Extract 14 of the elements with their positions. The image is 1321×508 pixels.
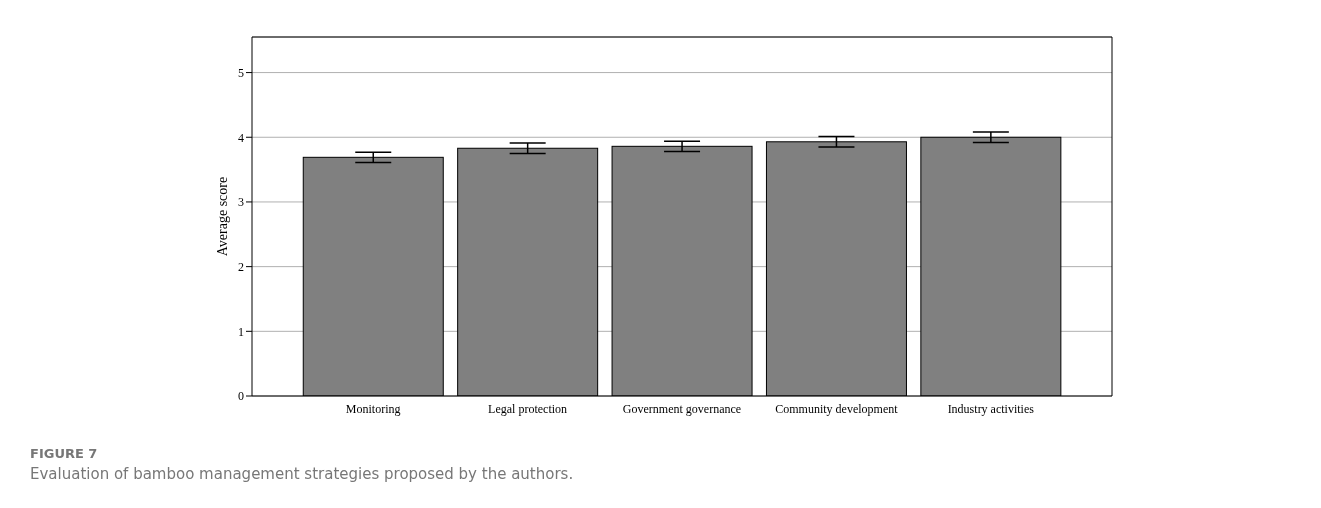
y-tick-label: 0 [238,389,244,404]
caption: FIGURE 7 [30,446,99,461]
y-tick-label: 2 [238,259,244,274]
y-tick-label: 4 [238,130,244,145]
x-tick-label: Legal protection [488,401,568,416]
x-tick-label: Community development [775,401,899,416]
y-tick-label: 3 [238,195,244,210]
y-axis-title: Average score [214,176,230,257]
text: Evaluation of bamboo management strategies proposed by the authors. [30,465,575,483]
x-tick-label: Industry activities [947,401,1035,416]
x-tick-label: Monitoring [345,401,401,416]
x-tick-label: Government governance [622,401,742,416]
y-tick-label: 1 [238,324,244,339]
y-tick-label: 5 [238,65,244,80]
